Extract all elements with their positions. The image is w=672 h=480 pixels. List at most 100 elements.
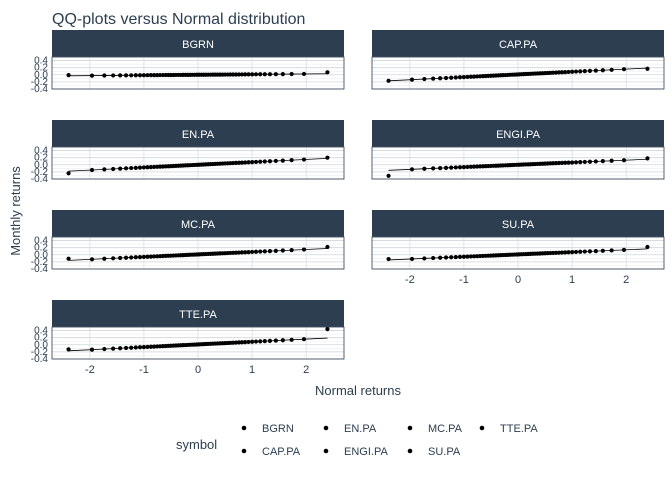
panel-su-pa: SU.PA -2 -1 0 1 2	[371, 210, 665, 286]
point-su-pa	[461, 254, 466, 259]
point-bgrn	[262, 72, 267, 77]
legend-item-mc-pa: MC.PA	[407, 423, 463, 435]
point-cap-pa	[409, 77, 415, 82]
x-tick-label: 0	[195, 364, 201, 376]
strip-su-pa	[372, 210, 664, 237]
strip-label-su-pa: SU.PA	[502, 219, 535, 231]
legend-label-engi-pa: ENGI.PA	[344, 446, 388, 458]
y-tick-label: 0.4	[34, 146, 48, 157]
strip-label-tte-pa: TTE.PA	[179, 309, 217, 321]
points-su-pa	[386, 244, 650, 262]
point-mc-pa	[145, 254, 150, 259]
point-tte-pa	[151, 344, 157, 349]
point-su-pa	[457, 254, 463, 260]
point-su-pa	[621, 247, 627, 252]
point-cap-pa	[465, 74, 470, 80]
point-cap-pa	[471, 74, 477, 79]
point-en-pa	[66, 171, 71, 176]
panel-border-engi-pa	[371, 146, 665, 180]
legend-label-tte-pa: TTE.PA	[500, 423, 538, 435]
points-mc-pa	[66, 244, 330, 262]
point-cap-pa	[438, 76, 443, 81]
point-cap-pa	[600, 68, 605, 73]
point-tte-pa	[111, 346, 116, 351]
point-en-pa	[253, 159, 259, 165]
point-mc-pa	[111, 256, 116, 261]
point-bgrn	[141, 73, 146, 78]
point-cap-pa	[468, 74, 473, 79]
y-tick-label: -0.2	[31, 347, 49, 358]
point-engi-pa	[409, 167, 415, 172]
point-engi-pa	[587, 159, 593, 164]
x-tick-label: -2	[405, 274, 415, 286]
point-en-pa	[118, 166, 123, 171]
point-tte-pa	[236, 340, 241, 345]
point-en-pa	[137, 165, 143, 170]
point-bgrn	[133, 73, 138, 78]
point-bgrn	[236, 72, 241, 77]
point-su-pa	[566, 250, 571, 255]
point-su-pa	[475, 254, 480, 259]
point-su-pa	[386, 256, 391, 262]
y-tick-label: 0.2	[34, 153, 48, 164]
point-cap-pa	[386, 78, 391, 83]
point-su-pa	[438, 255, 443, 260]
point-engi-pa	[465, 164, 470, 170]
point-su-pa	[465, 254, 470, 259]
point-tte-pa	[273, 338, 278, 343]
point-en-pa	[148, 165, 153, 170]
strip-en-pa	[52, 120, 344, 147]
point-cap-pa	[422, 76, 427, 82]
legend-key-mc-pa	[407, 425, 413, 431]
point-tte-pa	[118, 346, 123, 351]
point-engi-pa	[461, 164, 466, 170]
x-axis-label: Normal returns	[315, 383, 401, 398]
point-cap-pa	[461, 74, 466, 80]
point-su-pa	[422, 256, 427, 261]
point-en-pa	[102, 167, 107, 172]
strip-label-en-pa: EN.PA	[182, 129, 215, 141]
point-en-pa	[111, 166, 116, 172]
point-cap-pa	[582, 69, 587, 74]
point-en-pa	[133, 165, 138, 170]
point-cap-pa	[573, 69, 579, 74]
point-bgrn	[66, 73, 71, 78]
y-axis-label: Monthly returns	[8, 166, 23, 256]
point-cap-pa	[453, 75, 458, 80]
point-cap-pa	[443, 75, 449, 81]
legend-title: symbol	[176, 437, 217, 452]
point-tte-pa	[141, 344, 146, 350]
point-mc-pa	[133, 255, 138, 260]
point-tte-pa	[102, 346, 107, 352]
point-tte-pa	[133, 345, 138, 350]
point-cap-pa	[578, 69, 583, 74]
point-mc-pa	[239, 250, 245, 255]
point-en-pa	[273, 158, 278, 164]
point-tte-pa	[148, 344, 153, 349]
strip-engi-pa	[372, 120, 664, 147]
x-tick-label: 2	[303, 364, 309, 376]
point-tte-pa	[280, 338, 285, 343]
x-tick-label: 0	[515, 274, 521, 286]
point-bgrn	[129, 73, 134, 78]
point-bgrn	[246, 72, 251, 77]
point-su-pa	[449, 255, 454, 260]
point-su-pa	[570, 250, 575, 255]
point-bgrn	[123, 73, 129, 78]
point-tte-pa	[253, 339, 259, 344]
panel-tte-pa: TTE.PA -0.4-0.20.00.20.4 -2 -1 0 1 2	[31, 300, 345, 376]
point-en-pa	[129, 165, 134, 171]
strip-mc-pa	[52, 210, 344, 237]
y-tick-label: 0.4	[34, 56, 48, 67]
point-en-pa	[145, 165, 150, 170]
legend-label-mc-pa: MC.PA	[428, 423, 463, 435]
point-engi-pa	[570, 160, 575, 165]
legend-item-tte-pa: TTE.PA	[479, 423, 538, 435]
y-tick-label: -0.2	[31, 167, 49, 178]
panel-en-pa: EN.PA -0.4-0.20.00.20.4	[31, 120, 345, 185]
x-tick-label: 1	[249, 364, 255, 376]
point-cap-pa	[645, 66, 650, 71]
point-cap-pa	[587, 68, 593, 73]
legend-key-bgrn	[241, 425, 247, 431]
